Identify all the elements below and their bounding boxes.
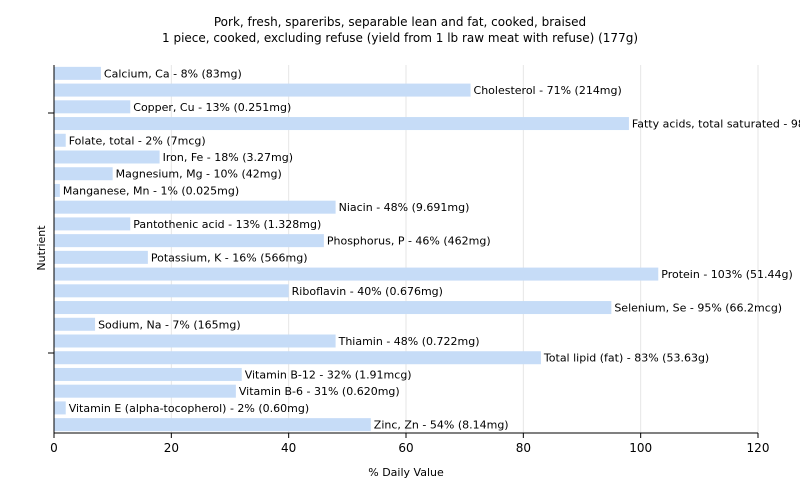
- bar-label-8: Niacin - 48% (9.691mg): [339, 201, 470, 214]
- bar-3: [54, 117, 629, 131]
- x-tick-label-120: 120: [747, 441, 770, 455]
- chart-subtitle: 1 piece, cooked, excluding refuse (yield…: [162, 31, 638, 45]
- bar-11: [54, 250, 148, 264]
- bar-label-15: Sodium, Na - 7% (165mg): [98, 318, 241, 331]
- bar-label-16: Thiamin - 48% (0.722mg): [338, 335, 480, 348]
- x-ticks: 0 20 40 60 80 100 120: [50, 433, 769, 455]
- bar-20: [54, 401, 66, 415]
- bar-7: [54, 183, 60, 197]
- bar-16: [54, 334, 336, 348]
- chart-title: Pork, fresh, spareribs, separable lean a…: [213, 15, 587, 29]
- bar-label-19: Vitamin B-6 - 31% (0.620mg): [239, 385, 400, 398]
- bar-label-20: Vitamin E (alpha-tocopherol) - 2% (0.60m…: [69, 402, 309, 415]
- bar-label-12: Protein - 103% (51.44g): [661, 268, 793, 281]
- bar-label-18: Vitamin B-12 - 32% (1.91mcg): [245, 368, 412, 381]
- bar-label-1: Cholesterol - 71% (214mg): [474, 84, 622, 97]
- x-tick-label-20: 20: [164, 441, 179, 455]
- bar-2: [54, 100, 131, 114]
- x-axis-title: % Daily Value: [368, 466, 444, 479]
- bar-label-0: Calcium, Ca - 8% (83mg): [104, 67, 242, 80]
- bar-18: [54, 367, 242, 381]
- x-tick-label-80: 80: [516, 441, 531, 455]
- bar-1: [54, 83, 471, 97]
- x-tick-label-100: 100: [629, 441, 652, 455]
- bars-group: Calcium, Ca - 8% (83mg) Cholesterol - 71%…: [54, 66, 800, 432]
- bar-label-11: Potassium, K - 16% (566mg): [151, 251, 308, 264]
- bar-label-5: Iron, Fe - 18% (3.27mg): [163, 151, 293, 164]
- bar-6: [54, 167, 113, 181]
- bar-label-10: Phosphorus, P - 46% (462mg): [327, 235, 491, 248]
- bar-label-3: Fatty acids, total saturated - 98% (19.6…: [632, 118, 800, 131]
- bar-13: [54, 284, 289, 298]
- bar-4: [54, 133, 66, 147]
- bar-label-6: Magnesium, Mg - 10% (42mg): [116, 168, 282, 181]
- bar-5: [54, 150, 160, 164]
- bar-14: [54, 301, 612, 315]
- bar-8: [54, 200, 336, 214]
- bar-0: [54, 66, 101, 80]
- bar-17: [54, 351, 541, 365]
- bar-label-21: Zinc, Zn - 54% (8.14mg): [374, 419, 509, 432]
- bar-label-13: Riboflavin - 40% (0.676mg): [292, 285, 443, 298]
- x-tick-label-40: 40: [281, 441, 296, 455]
- bar-label-4: Folate, total - 2% (7mcg): [69, 134, 206, 147]
- bar-label-17: Total lipid (fat) - 83% (53.63g): [543, 352, 709, 365]
- bar-21: [54, 418, 371, 432]
- bar-12: [54, 267, 659, 281]
- bar-label-9: Pantothenic acid - 13% (1.328mg): [133, 218, 321, 231]
- bar-19: [54, 384, 236, 398]
- bar-10: [54, 234, 324, 248]
- x-tick-label-0: 0: [50, 441, 58, 455]
- x-tick-label-60: 60: [398, 441, 413, 455]
- bar-label-2: Copper, Cu - 13% (0.251mg): [133, 101, 291, 114]
- y-axis-title: Nutrient: [35, 225, 48, 271]
- bar-label-7: Manganese, Mn - 1% (0.025mg): [63, 184, 239, 197]
- bar-15: [54, 317, 96, 331]
- bar-9: [54, 217, 131, 231]
- bar-label-14: Selenium, Se - 95% (66.2mcg): [614, 302, 782, 315]
